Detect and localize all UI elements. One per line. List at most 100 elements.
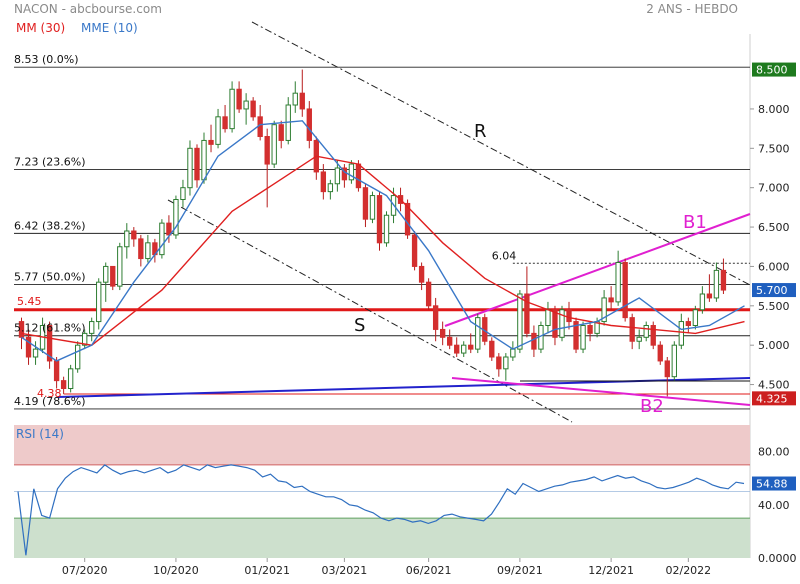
y-tick-label: 8.000 [758,103,790,116]
mme-legend: MME (10) [81,21,138,35]
price-tag-bg [752,391,796,406]
candle-body [208,139,214,145]
candle-body [166,222,172,236]
candle [573,317,579,354]
candle [334,160,341,192]
candle [580,321,586,354]
candle-body [362,187,369,220]
moving-averages [21,120,745,362]
candle [166,215,172,243]
low-label-438: 4.38 [37,387,62,400]
candle-body [713,269,720,299]
candle-body [454,344,460,354]
candle-body [250,100,256,118]
candle [636,329,642,350]
rsi-line [17,464,745,556]
candle [152,238,158,263]
annotation-b1: B1 [683,212,707,233]
dotted-label-604: 6.04 [492,249,517,262]
candle-body [601,297,607,323]
y-tick-label: 6.500 [758,221,790,234]
candle-body [222,116,228,130]
candle-body [243,100,249,110]
candle-body [545,309,551,326]
support-label-545: 5.45 [17,295,42,308]
price-tag-label: 4.325 [756,392,788,405]
candle-body [657,344,663,362]
candle [25,329,32,365]
candle [229,81,235,133]
candle-body [117,246,123,287]
ticker-source: NACON - abcbourse.com [14,2,162,16]
candle-body [264,136,270,165]
candle [432,297,439,342]
fib-label: 6.42 (38.2%) [14,219,86,232]
candle [650,321,656,350]
candle-body [138,238,144,260]
rsi-overbought-zone [14,425,750,465]
candle [341,164,348,188]
candle [496,353,502,377]
candle [292,81,298,113]
ema10-line [21,120,745,362]
candle-body [320,171,327,193]
candle-body [159,222,165,256]
fib-label: 8.53 (0.0%) [14,53,79,66]
candle-body [622,262,628,319]
candle [124,223,130,259]
candle [685,317,692,334]
candle-body [629,317,635,342]
candle-body [496,356,502,370]
candle-body [53,360,60,382]
rsi-panel: 80.00 40.00 0.0000 54.88 [14,425,797,565]
trend-lines [57,21,751,423]
candle [327,179,334,200]
candle [222,105,228,133]
x-tick-label: 12/2021 [588,564,634,577]
candle-body [580,325,586,350]
x-tick-label: 03/2021 [322,564,368,577]
candle [208,124,214,153]
candle-body [67,368,74,389]
candle [250,97,256,121]
candle-body [348,163,355,181]
price-tag-label: 5.700 [756,284,788,297]
candle [559,305,565,342]
candle [629,313,635,350]
candle-body [664,360,670,378]
candle [615,250,621,306]
candle [454,337,460,357]
candle-body [425,281,432,307]
candle-body [355,163,362,189]
candle-body [236,88,242,110]
candle-body [503,356,509,370]
candle-body [475,317,481,350]
candle-body [573,321,579,350]
candle-body [587,325,593,334]
rsi-value-bg [752,476,796,491]
x-tick-label: 02/2022 [665,564,711,577]
candle-body [25,336,32,358]
y-tick-label: 5.000 [758,339,790,352]
candle-body [292,92,298,106]
price-tag-bg [752,62,796,77]
candle-body [510,348,516,358]
candle [299,69,305,117]
candle-body [376,195,383,244]
price-tag: 4.325 [752,391,796,406]
candle [699,286,706,314]
candle-body [566,309,572,323]
candle [531,325,537,357]
candle [271,120,277,168]
time-axis: 07/2020 10/2020 01/2021 03/2021 06/2021 09/20… [62,558,711,577]
period-label: 2 ANS - HEBDO [646,2,738,16]
price-tag-bg [752,283,796,298]
candle-body [173,199,179,236]
candle [187,140,193,196]
candle-body [608,297,614,303]
candle [60,376,67,395]
candle [180,179,186,208]
candle [671,341,677,381]
price-axis: 8.000 7.500 7.000 6.500 6.000 5.500 5.000 4.500… [750,62,796,406]
